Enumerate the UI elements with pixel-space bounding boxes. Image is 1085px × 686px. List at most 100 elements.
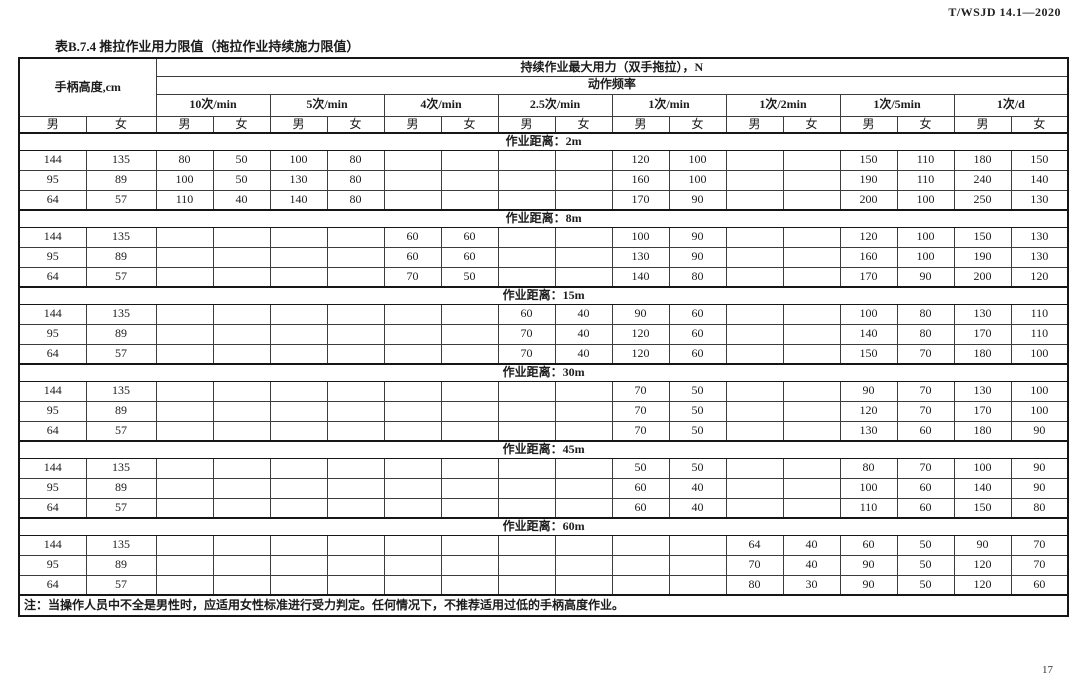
action-frequency-header: 动作频率 bbox=[155, 75, 1069, 95]
table-cell bbox=[725, 226, 784, 248]
table-cell: 70 bbox=[1010, 534, 1069, 556]
table-cell bbox=[212, 554, 271, 576]
table-cell: 150 bbox=[953, 226, 1012, 248]
section-label: 作业距离：2m bbox=[18, 132, 1069, 151]
table-cell bbox=[383, 380, 442, 402]
table-cell: 60 bbox=[668, 303, 727, 325]
table-cell bbox=[554, 149, 613, 171]
table-cell: 70 bbox=[725, 554, 784, 576]
sex-header-row: 男女男女男女男女男女男女男女男女男女 bbox=[18, 115, 1069, 134]
table-cell: 90 bbox=[668, 189, 727, 211]
table-cell: 90 bbox=[896, 266, 955, 288]
section-label: 作业距离：60m bbox=[18, 517, 1069, 536]
table-cell bbox=[269, 574, 328, 596]
table-cell: 100 bbox=[1010, 380, 1069, 402]
frequency-header: 1次/min bbox=[611, 93, 727, 117]
section-header-row: 作业距离：45m bbox=[18, 440, 1069, 459]
table-cell: 60 bbox=[497, 303, 556, 325]
table-cell: 89 bbox=[85, 323, 157, 345]
table-cell: 40 bbox=[554, 323, 613, 345]
table-cell: 50 bbox=[668, 380, 727, 402]
frequency-header: 1次/2min bbox=[725, 93, 841, 117]
table-cell: 64 bbox=[18, 420, 87, 442]
table-row: 64 57 70 50 130 60 180 90 bbox=[18, 420, 1069, 442]
table-cell: 160 bbox=[611, 169, 670, 191]
table-cell bbox=[326, 574, 385, 596]
table-cell: 50 bbox=[896, 554, 955, 576]
table-row: 144 135 60 60 100 90 120 100 150 130 bbox=[18, 226, 1069, 248]
header-row-2: 动作频率 bbox=[19, 75, 1069, 95]
table-cell: 130 bbox=[269, 169, 328, 191]
table-note: 注：当操作人员中不全是男性时，应适用女性标准进行受力判定。任何情况下，不推荐适用… bbox=[18, 594, 1069, 617]
table-cell bbox=[155, 226, 214, 248]
table-cell bbox=[440, 420, 499, 442]
table-cell: 70 bbox=[497, 343, 556, 365]
table-cell bbox=[725, 477, 784, 499]
table-cell: 110 bbox=[1010, 323, 1069, 345]
table-cell bbox=[440, 534, 499, 556]
female-header: 女 bbox=[668, 115, 727, 134]
table-cell: 130 bbox=[1010, 226, 1069, 248]
table-cell: 64 bbox=[18, 189, 87, 211]
table-cell bbox=[383, 343, 442, 365]
table-cell: 144 bbox=[18, 457, 87, 479]
table-cell bbox=[155, 380, 214, 402]
table-cell bbox=[212, 226, 271, 248]
table-cell: 150 bbox=[953, 497, 1012, 519]
table-cell: 120 bbox=[839, 400, 898, 422]
table-cell bbox=[554, 266, 613, 288]
table-row: 144 135 70 50 90 70 130 100 bbox=[18, 380, 1069, 402]
table-cell bbox=[155, 323, 214, 345]
table-cell bbox=[611, 574, 670, 596]
table-cell: 90 bbox=[668, 246, 727, 268]
male-header: 男 bbox=[497, 115, 556, 134]
table-row: 144 135 60 40 90 60 100 80 130 110 bbox=[18, 303, 1069, 325]
table-cell: 50 bbox=[668, 420, 727, 442]
table-cell bbox=[440, 497, 499, 519]
table-cell: 90 bbox=[611, 303, 670, 325]
table-cell: 70 bbox=[611, 420, 670, 442]
female-header: 女 bbox=[554, 115, 613, 134]
table-cell: 70 bbox=[896, 380, 955, 402]
table-cell bbox=[668, 534, 727, 556]
table-cell: 130 bbox=[839, 420, 898, 442]
table-cell bbox=[725, 497, 784, 519]
table-cell bbox=[554, 477, 613, 499]
table-cell bbox=[725, 380, 784, 402]
table-cell bbox=[782, 380, 841, 402]
table-cell bbox=[155, 497, 214, 519]
table-cell: 120 bbox=[611, 343, 670, 365]
male-header: 男 bbox=[18, 115, 87, 134]
table-cell bbox=[155, 420, 214, 442]
table-cell: 70 bbox=[896, 457, 955, 479]
table-cell: 50 bbox=[611, 457, 670, 479]
table-cell: 80 bbox=[725, 574, 784, 596]
table-cell: 100 bbox=[896, 189, 955, 211]
table-cell: 50 bbox=[212, 169, 271, 191]
doc-number: T/WSJD 14.1—2020 bbox=[948, 5, 1061, 19]
table-cell: 80 bbox=[326, 149, 385, 171]
table-cell bbox=[440, 323, 499, 345]
table-cell bbox=[212, 380, 271, 402]
table-cell: 190 bbox=[839, 169, 898, 191]
frequency-header: 1次/5min bbox=[839, 93, 955, 117]
table-cell: 40 bbox=[212, 189, 271, 211]
table-cell bbox=[725, 189, 784, 211]
table-cell bbox=[155, 343, 214, 365]
table-cell bbox=[440, 189, 499, 211]
table-cell bbox=[725, 266, 784, 288]
table-row: 95 89 60 40 100 60 140 90 bbox=[18, 477, 1069, 499]
table-body: 作业距离：2m 144 135 80 50 100 80 120 100 150 110 180 150… bbox=[18, 132, 1069, 617]
table-cell: 40 bbox=[554, 343, 613, 365]
table-cell: 89 bbox=[85, 246, 157, 268]
note-row: 注：当操作人员中不全是男性时，应适用女性标准进行受力判定。任何情况下，不推荐适用… bbox=[18, 594, 1069, 617]
table-cell: 50 bbox=[212, 149, 271, 171]
table-cell: 89 bbox=[85, 554, 157, 576]
table-cell: 90 bbox=[953, 534, 1012, 556]
table-cell bbox=[497, 457, 556, 479]
table-cell bbox=[326, 457, 385, 479]
table-cell: 135 bbox=[85, 226, 157, 248]
table-cell: 80 bbox=[896, 303, 955, 325]
header-row-1: 手柄高度,cm 持续作业最大用力（双手拖拉），N bbox=[18, 57, 1069, 117]
male-header: 男 bbox=[269, 115, 328, 134]
